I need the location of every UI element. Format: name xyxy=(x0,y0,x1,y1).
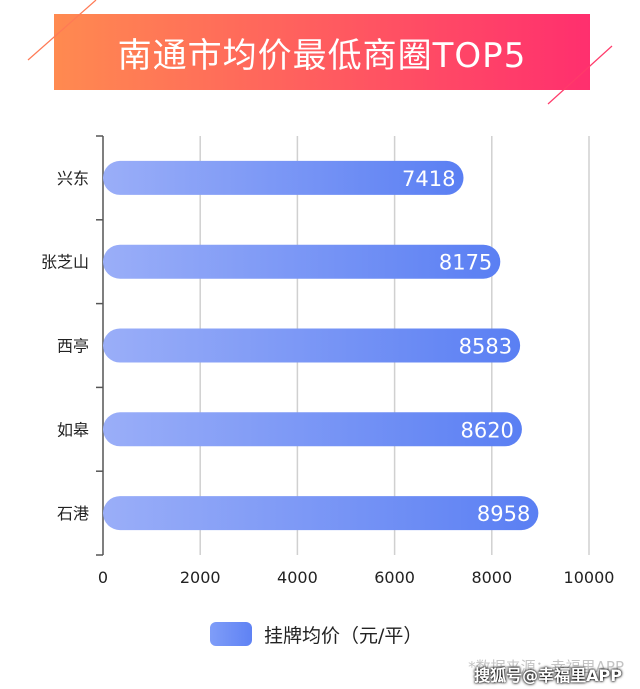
bars xyxy=(103,160,539,531)
legend-label: 挂牌均价（元/平） xyxy=(264,624,423,647)
bar-value-label: 8958 xyxy=(477,502,530,526)
x-tick-label: 4000 xyxy=(277,568,318,587)
y-category-label: 兴东 xyxy=(57,169,89,188)
bar xyxy=(103,412,522,447)
decor-line-left xyxy=(27,0,97,61)
watermark: 搜狐号@幸福里APP xyxy=(474,666,622,685)
bar-value-label: 7418 xyxy=(402,167,455,191)
legend: 挂牌均价（元/平） xyxy=(210,620,422,648)
bar xyxy=(103,328,521,363)
x-tick-label: 10000 xyxy=(564,568,615,587)
y-category-label: 西亭 xyxy=(57,337,89,356)
x-tick-label: 6000 xyxy=(374,568,415,587)
decor-line-right xyxy=(547,45,613,105)
bar xyxy=(103,244,501,279)
x-tick-label: 0 xyxy=(98,568,108,587)
axes xyxy=(96,135,104,556)
legend-swatch xyxy=(210,622,252,646)
source-note: *数据来源：幸福里APP xyxy=(468,658,624,676)
labels: 0 2000 4000 6000 8000 10000 兴东 7418 张芝山 8175 西亭 858… xyxy=(41,167,614,587)
y-category-label: 如皋 xyxy=(57,420,89,439)
bar-value-label: 8620 xyxy=(460,418,513,442)
banner-decor-lines xyxy=(27,0,613,105)
x-tick-label: 8000 xyxy=(471,568,512,587)
chart-title: 南通市均价最低商圈TOP5 xyxy=(117,35,527,76)
bar xyxy=(103,160,464,195)
y-category-label: 石港 xyxy=(57,504,89,523)
banner-background xyxy=(54,14,590,90)
title-banner: 南通市均价最低商圈TOP5 xyxy=(54,14,590,90)
bar xyxy=(103,496,539,531)
x-tick-label: 2000 xyxy=(180,568,221,587)
y-category-label: 张芝山 xyxy=(41,253,89,272)
bar-value-label: 8583 xyxy=(459,335,512,359)
bar-value-label: 8175 xyxy=(439,251,492,275)
